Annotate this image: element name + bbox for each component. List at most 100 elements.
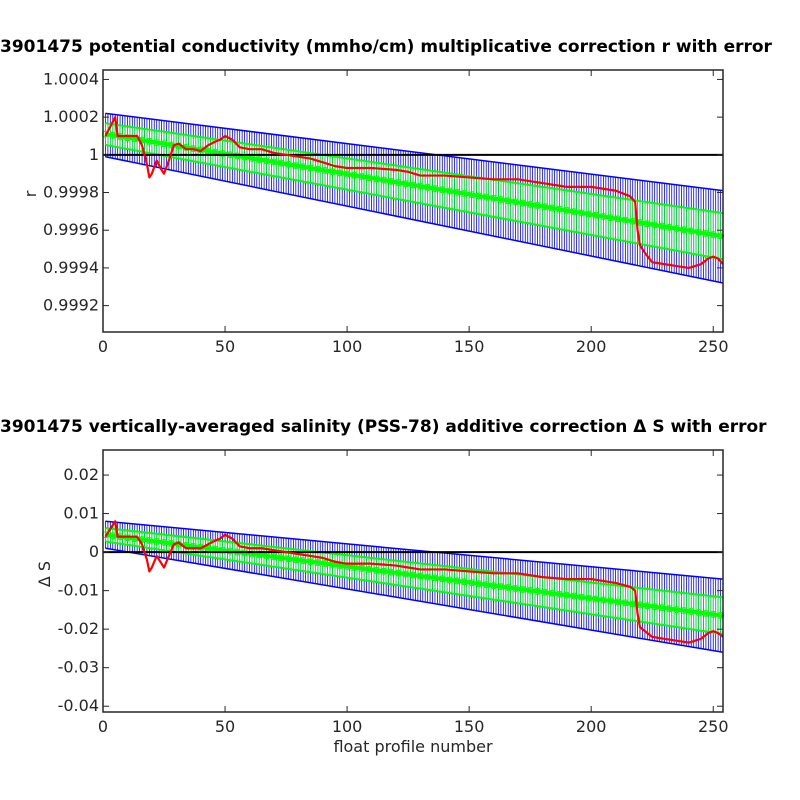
plot-data-layer xyxy=(101,112,725,284)
fit-line xyxy=(105,132,724,239)
fit-marker xyxy=(285,555,293,563)
y-axis-label: r xyxy=(21,190,40,197)
fit-marker xyxy=(306,164,314,172)
y-tick-label: 0.9996 xyxy=(43,220,99,239)
fit-marker xyxy=(709,231,717,239)
fit-marker xyxy=(233,152,241,160)
fit-marker xyxy=(372,566,380,574)
fit-marker xyxy=(438,575,446,583)
x-tick-label: 50 xyxy=(215,717,235,736)
fit-marker xyxy=(380,567,388,575)
x-tick-label: 200 xyxy=(576,717,607,736)
x-tick-label: 250 xyxy=(698,717,729,736)
fit-marker xyxy=(607,214,615,222)
fit-marker xyxy=(219,149,227,157)
fit-marker xyxy=(328,168,336,176)
x-tick-label: 0 xyxy=(98,337,108,356)
x-tick-label: 150 xyxy=(454,717,485,736)
y-tick-label: 1 xyxy=(89,145,99,164)
fit-marker xyxy=(482,193,490,201)
fit-marker xyxy=(680,607,688,615)
fit-marker xyxy=(651,221,659,229)
fit-marker xyxy=(504,197,512,205)
fit-marker xyxy=(614,215,622,223)
x-tick-label: 250 xyxy=(698,337,729,356)
fit-marker xyxy=(453,188,461,196)
y-tick-label: 1.0002 xyxy=(43,107,99,126)
fit-marker xyxy=(577,593,585,601)
fit-marker xyxy=(285,160,293,168)
fit-marker xyxy=(687,227,695,235)
y-tick-label: -0.03 xyxy=(58,658,99,677)
fit-marker xyxy=(592,211,600,219)
fit-marker xyxy=(416,572,424,580)
fit-marker xyxy=(402,180,410,188)
fit-marker xyxy=(702,229,710,237)
fit-marker xyxy=(380,176,388,184)
fit-marker xyxy=(160,538,168,546)
fit-marker xyxy=(446,187,454,195)
fit-marker xyxy=(402,570,410,578)
plot-axes-box xyxy=(102,69,724,333)
y-tick-label: -0.01 xyxy=(58,581,99,600)
fit-marker xyxy=(548,204,556,212)
fit-marker xyxy=(680,226,688,234)
fit-marker xyxy=(336,169,344,177)
y-tick-label: 1.0004 xyxy=(43,69,99,88)
fit-marker xyxy=(651,603,659,611)
error-bar-cap-line xyxy=(105,155,724,284)
fit-marker xyxy=(145,137,153,145)
fit-marker xyxy=(409,181,417,189)
fit-marker xyxy=(387,177,395,185)
fit-marker xyxy=(145,537,153,545)
panel-title: 3901475 potential conductivity (mmho/cm)… xyxy=(0,37,773,57)
conductivity-correction-panel: 3901475 potential conductivity (mmho/cm)… xyxy=(0,37,773,356)
axis-ticks-layer: 0 50 100 150 200 250 -0.04 -0.03 -0.02 -0.01 0 0.01… xyxy=(58,450,729,736)
fit-marker xyxy=(358,564,366,572)
profile-correction-line xyxy=(104,116,724,270)
fit-marker xyxy=(621,216,629,224)
fit-marker xyxy=(431,574,439,582)
fit-marker xyxy=(372,175,380,183)
fit-marker xyxy=(497,196,505,204)
fit-marker xyxy=(490,194,498,202)
y-tick-label: 0.9998 xyxy=(43,183,99,202)
fit-band-edge xyxy=(105,540,724,635)
fit-band-edge xyxy=(105,122,724,215)
fit-marker xyxy=(658,222,666,230)
fit-marker xyxy=(475,192,483,200)
fit-marker xyxy=(585,594,593,602)
fit-marker xyxy=(468,579,476,587)
fit-band-edge xyxy=(105,527,724,599)
fit-marker xyxy=(292,162,300,170)
fit-marker xyxy=(614,598,622,606)
fit-marker xyxy=(446,576,454,584)
fit-marker xyxy=(526,200,534,208)
fit-marker xyxy=(219,546,227,554)
profile-correction-line xyxy=(104,520,724,644)
fit-marker xyxy=(409,571,417,579)
y-tick-label: 0.01 xyxy=(63,504,99,523)
panel-title: 3901475 vertically-averaged salinity (PS… xyxy=(0,417,767,437)
fit-marker xyxy=(431,185,439,193)
fit-marker xyxy=(563,206,571,214)
fit-marker xyxy=(497,583,505,591)
axis-ticks-layer: 0 50 100 150 200 250 0.9992 0.9994 0.9996 0.9998 1… xyxy=(43,69,728,356)
fit-band-edge xyxy=(105,143,724,261)
x-tick-label: 100 xyxy=(332,717,363,736)
fit-marker xyxy=(460,189,468,197)
fit-marker xyxy=(321,166,329,174)
y-tick-label: 0.9992 xyxy=(43,296,99,315)
fit-marker xyxy=(665,605,673,613)
fit-marker xyxy=(109,532,117,540)
fit-marker xyxy=(555,205,563,213)
fit-marker xyxy=(607,597,615,605)
x-axis-label: float profile number xyxy=(333,737,493,756)
fit-marker xyxy=(475,580,483,588)
fit-marker xyxy=(695,608,703,616)
fit-marker xyxy=(526,586,534,594)
fit-marker xyxy=(394,569,402,577)
fit-marker xyxy=(438,186,446,194)
fit-marker xyxy=(306,558,314,566)
